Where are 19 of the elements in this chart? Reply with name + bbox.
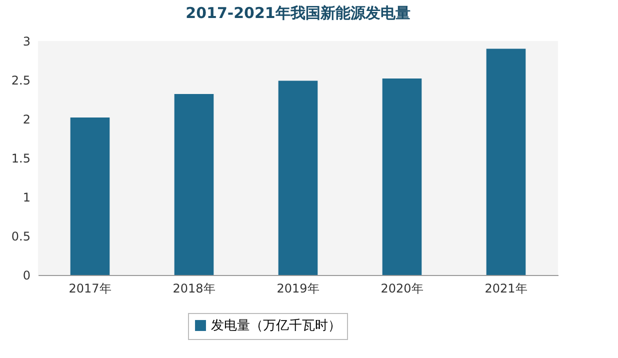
- x-tick-label: 2019年: [276, 282, 320, 296]
- y-tick-label: 0.5: [11, 230, 30, 244]
- chart-title: 2017-2021年我国新能源发电量: [186, 4, 410, 22]
- bar: [278, 80, 318, 275]
- bar: [486, 48, 526, 275]
- y-tick-label: 0: [22, 268, 30, 282]
- y-tick-label: 1.5: [11, 152, 30, 166]
- x-tick-label: 2018年: [172, 282, 216, 296]
- x-tick-label: 2020年: [380, 282, 424, 296]
- x-tick-label: 2017年: [68, 282, 112, 296]
- x-tick-label: 2021年: [484, 282, 528, 296]
- y-tick-label: 1: [22, 190, 30, 204]
- bar: [174, 94, 214, 275]
- bar: [70, 117, 110, 275]
- y-tick-label: 2: [22, 112, 30, 126]
- y-tick-label: 2.5: [11, 74, 30, 88]
- bar: [382, 78, 422, 275]
- y-tick-label: 3: [22, 34, 30, 48]
- legend-label: 发电量（万亿千瓦时）: [211, 318, 341, 334]
